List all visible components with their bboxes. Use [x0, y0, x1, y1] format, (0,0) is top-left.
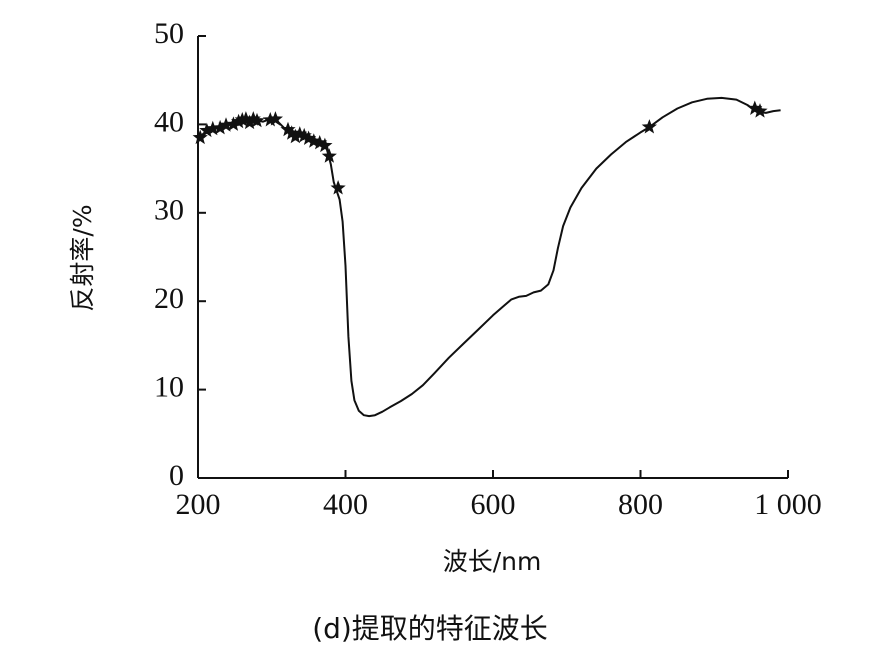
feature-wavelength-marker: [192, 129, 208, 145]
feature-wavelength-marker: [199, 122, 215, 138]
feature-wavelength-marker: [218, 117, 234, 132]
feature-wavelength-marker: [641, 119, 657, 134]
feature-wavelength-marker: [205, 120, 221, 136]
y-tick-label: 10: [154, 370, 184, 403]
x-ticks: 200 400 600 800 1 000: [176, 470, 822, 521]
x-tick-label: 600: [471, 488, 516, 521]
feature-wavelength-marker: [287, 128, 303, 144]
feature-wavelength-marker: [312, 135, 328, 150]
x-tick-label: 200: [176, 488, 221, 521]
series-group: [197, 96, 781, 418]
feature-wavelength-marker: [267, 111, 283, 126]
feature-wavelength-marker: [317, 137, 333, 153]
y-axis-label: 反射率/%: [68, 204, 97, 311]
feature-wavelength-marker: [747, 100, 763, 115]
feature-wavelength-marker: [284, 125, 300, 140]
axes: [197, 36, 788, 479]
feature-wavelength-marker: [321, 148, 337, 163]
y-tick-label: 0: [169, 459, 184, 492]
reflectance-line: [197, 96, 781, 418]
feature-wavelength-marker: [301, 130, 317, 145]
x-tick-label: 1 000: [754, 488, 822, 521]
y-tick-label: 20: [154, 282, 184, 315]
feature-wavelength-marker: [231, 113, 247, 129]
x-axis-label: 波长/nm: [443, 547, 542, 576]
figure-caption: (d)提取的特征波长: [312, 612, 548, 645]
y-tick-label: 50: [154, 17, 184, 50]
marker-group: [192, 100, 768, 195]
feature-wavelength-marker: [262, 112, 278, 127]
x-tick-label: 800: [618, 488, 663, 521]
x-tick-label: 400: [323, 488, 368, 521]
feature-wavelength-marker: [752, 103, 768, 118]
feature-wavelength-marker: [238, 111, 254, 126]
y-ticks: 0 10 20 30 40 50: [154, 17, 206, 492]
feature-wavelength-marker: [330, 180, 346, 195]
feature-wavelength-marker: [280, 121, 296, 137]
feature-wavelength-marker: [249, 112, 265, 128]
feature-wavelength-marker: [212, 119, 228, 135]
y-tick-label: 30: [154, 194, 184, 227]
feature-wavelength-marker: [242, 114, 258, 130]
y-tick-label: 40: [154, 105, 184, 138]
feature-wavelength-marker: [296, 127, 312, 143]
feature-wavelength-marker: [225, 116, 241, 131]
